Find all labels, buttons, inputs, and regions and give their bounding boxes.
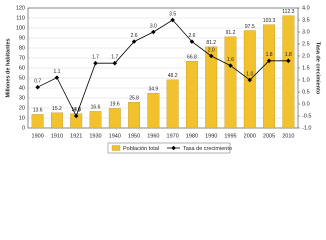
bar-value-label: 25.8 (129, 96, 139, 102)
legend-marker (171, 145, 176, 151)
bar (89, 111, 102, 129)
bar-value-label: 14.3 (71, 107, 81, 113)
plot-frame (27, 7, 299, 129)
growth-marker (151, 29, 156, 35)
y2-tick-label: -0.5 (302, 113, 311, 119)
y-axis-title: Millones de habitantes (5, 39, 11, 98)
growth-value-label: 1.8 (285, 52, 292, 58)
growth-value-label: 2.6 (131, 33, 138, 39)
y2-tick-label: 1.5 (302, 65, 310, 71)
x-tick-label: 2010 (282, 133, 294, 139)
chart: Millones de habitantes Tasa de crecimien… (5, 5, 321, 154)
x-tick-label: 1910 (51, 133, 63, 139)
x-tick-label: 2005 (263, 133, 275, 139)
bar-value-label: 66.8 (187, 55, 197, 61)
y2-tick-label: 1.0 (302, 77, 310, 83)
bar (185, 61, 198, 129)
y-tick-label: 120 (16, 5, 25, 11)
y-tick-label: 50 (19, 75, 25, 81)
bar-value-label: 16.6 (91, 105, 101, 111)
y-tick-label: 100 (16, 25, 25, 31)
y-tick-label: 30 (19, 95, 25, 101)
x-tick-label: 1921 (70, 133, 82, 139)
bar-value-label: 97.5 (245, 24, 255, 30)
y2-axis-title: Tasa de crecimiento (315, 42, 321, 95)
y-tick-label: 10 (19, 115, 25, 121)
y-tick-label: 0 (22, 125, 25, 131)
x-tick-label: 2000 (244, 133, 256, 139)
y2-tick-label: 4.0 (302, 5, 310, 11)
bar-value-label: 13.6 (33, 108, 43, 114)
growth-value-label: 3.5 (169, 11, 176, 17)
growth-value-label: 1.6 (227, 57, 234, 63)
y-tick-label: 110 (16, 15, 25, 21)
growth-marker (208, 53, 214, 59)
growth-value-label: 0.7 (34, 79, 41, 85)
growth-value-label: 2.0 (208, 47, 215, 53)
bar (282, 15, 295, 129)
growth-value-label: 1.1 (53, 69, 60, 75)
growth-value-label: 1.0 (246, 71, 253, 77)
y2-tick-label: 2.0 (302, 53, 310, 59)
y2-tick-label: -1.0 (302, 125, 311, 131)
legend-box (107, 142, 231, 154)
bar-value-label: 48.2 (168, 73, 178, 79)
y2-tick-label: 3.0 (302, 29, 310, 35)
growth-marker (73, 113, 79, 119)
bar (70, 113, 83, 129)
growth-marker (170, 17, 175, 23)
x-tick-label: 1940 (109, 133, 121, 139)
y2-tick-label: 0.0 (302, 101, 310, 107)
bar (50, 112, 63, 129)
bar (224, 36, 237, 129)
growth-value-label: 1.7 (111, 55, 118, 61)
growth-value-label: -0.5 (72, 107, 81, 113)
growth-value-label: 3.0 (150, 23, 157, 29)
y-tick-label: 60 (19, 65, 25, 71)
y2-tick-label: 3.5 (302, 17, 310, 23)
bar-value-label: 81.2 (206, 40, 216, 46)
y-tick-label: 90 (19, 35, 25, 41)
bar (128, 102, 141, 129)
y2-tick-label: 0.5 (302, 89, 310, 95)
growth-value-label: 1.7 (92, 55, 99, 61)
y-tick-label: 20 (19, 105, 25, 111)
x-tick-label: 1930 (89, 133, 101, 139)
bar-value-label: 112.3 (282, 9, 294, 15)
x-tick-label: 1970 (167, 133, 179, 139)
growth-value-label: 2.6 (188, 33, 195, 39)
x-tick-label: 1995 (224, 133, 236, 139)
y-tick-label: 80 (19, 45, 25, 51)
growth-marker (93, 60, 98, 66)
growth-marker (131, 39, 137, 44)
y2-tick-label: 2.5 (302, 41, 310, 47)
bar (31, 114, 44, 129)
growth-marker (189, 39, 195, 44)
bar-value-label: 91.2 (226, 30, 236, 36)
legend-label: Población total (123, 146, 159, 152)
legend-swatch (111, 145, 121, 151)
growth-marker (54, 75, 60, 80)
x-tick-label: 1980 (186, 133, 198, 139)
bar-value-label: 103.3 (263, 18, 276, 24)
bar (263, 24, 276, 129)
bar (166, 79, 179, 129)
bar-value-label: 34.9 (148, 86, 158, 92)
bar (147, 92, 160, 129)
growth-marker (35, 84, 40, 90)
bar-value-label: 19.6 (110, 102, 120, 108)
bar (205, 46, 218, 129)
x-tick-label: 1960 (147, 133, 159, 139)
x-tick-label: 1990 (205, 133, 217, 139)
growth-value-label: 1.8 (266, 52, 273, 58)
y-tick-label: 70 (19, 55, 25, 61)
x-tick-label: 1900 (32, 133, 44, 139)
bar-value-label: 15.2 (52, 106, 62, 112)
x-tick-label: 1950 (128, 133, 140, 139)
bar (108, 108, 121, 129)
growth-marker (112, 60, 118, 66)
y-tick-label: 40 (19, 85, 25, 91)
growth-line (37, 19, 289, 118)
legend-label: Tasa de crecimiento (183, 146, 232, 152)
